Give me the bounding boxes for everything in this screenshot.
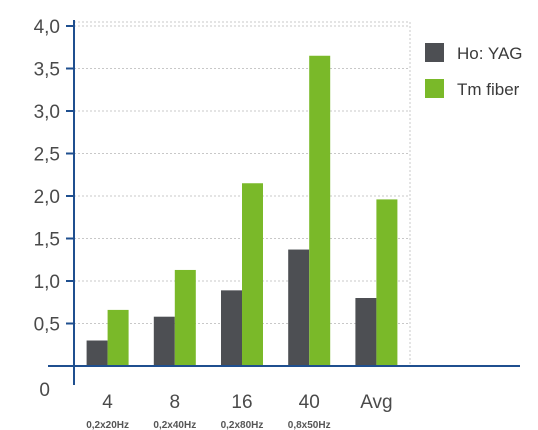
y-tick-label: 3,0 [34,102,60,123]
x-tick-sublabel: 0,8x50Hz [288,420,331,430]
y-tick-label: 3,5 [34,60,60,81]
y-tick-label: 0 [39,380,50,401]
bar-ho-yag [355,298,377,366]
bar-tm-fiber [242,183,263,366]
bar-tm-fiber [376,199,398,366]
x-tick-sublabel: 0,2x80Hz [221,420,264,430]
y-tick-label: 1,5 [34,230,60,251]
bar-tm-fiber [107,309,129,366]
bar-tm-fiber [174,269,196,366]
x-tick-label: Avg [360,392,392,413]
legend-label: Ho: YAG [457,44,523,63]
y-tick-label: 2,5 [34,145,60,166]
y-tick-label: 1,0 [34,272,60,293]
y-tick-label: 0,5 [34,315,60,336]
bar-ho-yag [86,340,108,366]
x-tick-sublabel: 0,2x20Hz [86,420,129,430]
x-tick-label: 8 [170,392,181,413]
bar-ho-yag [288,249,310,366]
bar-tm-fiber [309,55,331,366]
y-tick-labels: 0 0,5 1,0 1,5 2,0 2,5 3,0 3,5 4,0 [34,17,60,401]
bar-ho-yag [153,316,175,366]
x-tick-labels: 4 0,2x20Hz 8 0,2x40Hz 16 0,2x80Hz 40 0,8x50Hz Av… [86,392,392,430]
x-tick-sublabel: 0,2x40Hz [153,420,196,430]
x-tick-label: 40 [299,392,320,413]
y-tick-label: 2,0 [34,187,60,208]
x-tick-label: 16 [231,392,252,413]
axes [48,20,520,385]
legend-swatch [425,79,444,98]
x-tick-label: 4 [102,392,113,413]
legend-label: Tm fiber [457,80,520,99]
bars [86,55,398,366]
y-tick-label: 4,0 [34,17,60,38]
bar-ho-yag [221,290,242,366]
legend-swatch [425,43,444,62]
legend: Ho: YAG Tm fiber [425,43,523,99]
